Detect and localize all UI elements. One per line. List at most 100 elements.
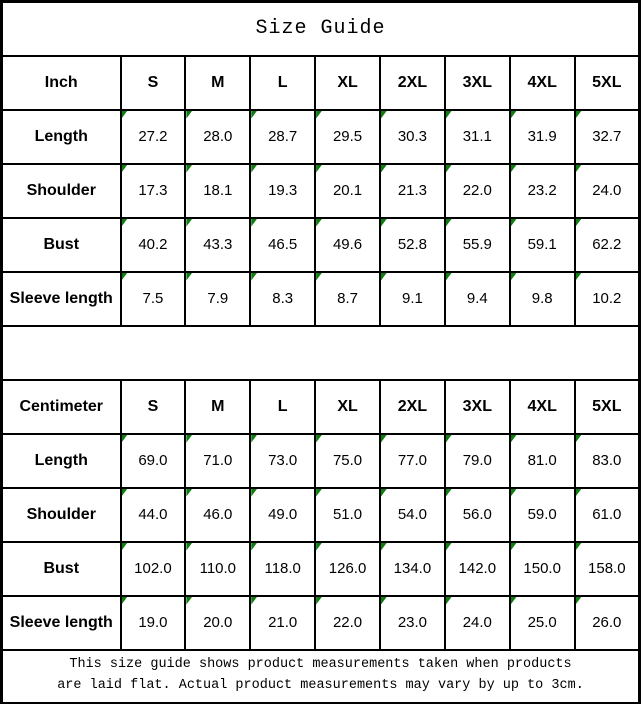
cell-value: 54.0: [397, 506, 428, 523]
green-corner-marker-icon: [122, 219, 128, 227]
green-corner-marker-icon: [187, 219, 193, 227]
green-corner-marker-icon: [317, 597, 323, 605]
unit-header-centimeter: Centimeter: [0, 378, 122, 435]
size-header-cell: 5XL: [573, 378, 641, 435]
cell-value: 31.9: [527, 128, 557, 145]
measurement-value-cell: 32.7: [573, 108, 641, 165]
row-label-sleeve-length: Sleeve length: [0, 594, 122, 651]
cell-value: 61.0: [592, 506, 622, 523]
measurement-value-cell: 27.2: [119, 108, 187, 165]
size-header-cell: 2XL: [379, 378, 446, 435]
green-corner-marker-icon: [576, 597, 582, 605]
cell-value: 7.9: [207, 290, 229, 307]
measurement-value-cell: 19.3: [249, 162, 317, 219]
green-corner-marker-icon: [511, 543, 517, 551]
measurement-value-cell: 69.0: [119, 432, 187, 489]
size-header-cell: 3XL: [443, 378, 511, 435]
inch-bust-row: Bust 40.2 43.3 46.5 49.6 52.8 55.9 59.1 62.2: [0, 216, 641, 273]
cell-value: 59.1: [527, 236, 557, 253]
row-label-shoulder: Shoulder: [0, 162, 122, 219]
cm-bust-row: Bust 102.0 110.0 118.0 126.0 134.0 142.0 150.0…: [0, 540, 641, 597]
cell-value: 29.5: [332, 128, 363, 145]
cell-value: 59.0: [527, 506, 557, 523]
row-label-bust: Bust: [0, 540, 122, 597]
cell-value: 19.0: [138, 614, 168, 631]
green-corner-marker-icon: [576, 543, 582, 551]
spacer-cell: [0, 324, 641, 381]
measurement-value-cell: 31.9: [508, 108, 576, 165]
size-header-cell: L: [249, 378, 317, 435]
measurement-value-cell: 73.0: [249, 432, 317, 489]
row-label-length: Length: [0, 432, 122, 489]
cell-value: 40.2: [138, 236, 168, 253]
cell-value: 7.5: [142, 290, 164, 307]
measurement-value-cell: 30.3: [379, 108, 446, 165]
green-corner-marker-icon: [381, 165, 387, 173]
footer-note: This size guide shows product measuremen…: [0, 648, 641, 704]
green-corner-marker-icon: [576, 489, 582, 497]
size-header-cell: XL: [314, 378, 381, 435]
cell-value: 28.7: [268, 128, 298, 145]
green-corner-marker-icon: [511, 165, 517, 173]
green-corner-marker-icon: [122, 435, 128, 443]
size-header-cell: L: [249, 54, 317, 111]
cell-value: 46.0: [203, 506, 233, 523]
size-header-cell: M: [184, 54, 252, 111]
inch-shoulder-row: Shoulder 17.3 18.1 19.3 20.1 21.3 22.0 23.2 24.…: [0, 162, 641, 219]
green-corner-marker-icon: [187, 435, 193, 443]
cell-value: 24.0: [462, 614, 492, 631]
cell-value: 31.1: [462, 128, 492, 145]
cell-value: 9.8: [531, 290, 553, 307]
cell-value: 102.0: [134, 560, 172, 577]
cell-value: 9.4: [466, 290, 488, 307]
measurement-value-cell: 9.1: [379, 270, 446, 327]
green-corner-marker-icon: [511, 219, 517, 227]
cell-value: 8.7: [337, 290, 358, 307]
cell-value: S: [147, 73, 159, 91]
measurement-value-cell: 21.0: [249, 594, 317, 651]
measurement-value-cell: 23.0: [379, 594, 446, 651]
measurement-value-cell: 28.0: [184, 108, 252, 165]
green-corner-marker-icon: [381, 219, 387, 227]
green-corner-marker-icon: [511, 489, 517, 497]
cell-value: S: [147, 397, 159, 415]
green-corner-marker-icon: [122, 273, 128, 281]
measurement-value-cell: 56.0: [443, 486, 511, 543]
measurement-value-cell: 7.9: [184, 270, 252, 327]
green-corner-marker-icon: [446, 435, 452, 443]
row-label-shoulder: Shoulder: [0, 486, 122, 543]
green-corner-marker-icon: [381, 435, 387, 443]
measurement-value-cell: 22.0: [314, 594, 381, 651]
spacer-row: [0, 324, 641, 381]
green-corner-marker-icon: [317, 435, 323, 443]
cell-value: 17.3: [138, 182, 168, 199]
green-corner-marker-icon: [252, 597, 258, 605]
measurement-value-cell: 134.0: [379, 540, 446, 597]
green-corner-marker-icon: [187, 597, 193, 605]
green-corner-marker-icon: [317, 165, 323, 173]
measurement-value-cell: 9.4: [443, 270, 511, 327]
green-corner-marker-icon: [576, 435, 582, 443]
measurement-value-cell: 20.1: [314, 162, 381, 219]
measurement-value-cell: 59.0: [508, 486, 576, 543]
measurement-value-cell: 10.2: [573, 270, 641, 327]
cell-value: 158.0: [588, 560, 626, 577]
centimeter-header-row: Centimeter S M L XL 2XL 3XL 4XL 5XL: [0, 378, 641, 435]
green-corner-marker-icon: [446, 219, 452, 227]
green-corner-marker-icon: [252, 165, 258, 173]
inch-sleeve-length-row: Sleeve length 7.5 7.9 8.3 8.7 9.1 9.4 9.8 10.2: [0, 270, 641, 327]
cell-value: 20.0: [203, 614, 233, 631]
green-corner-marker-icon: [381, 597, 387, 605]
cell-value: 5XL: [592, 73, 622, 91]
cell-value: 110.0: [199, 560, 237, 577]
green-corner-marker-icon: [317, 111, 323, 119]
green-corner-marker-icon: [511, 435, 517, 443]
cell-value: 20.1: [332, 182, 363, 199]
cell-value: 75.0: [332, 452, 363, 469]
row-label-length: Length: [0, 108, 122, 165]
green-corner-marker-icon: [317, 273, 323, 281]
green-corner-marker-icon: [511, 111, 517, 119]
cell-value: 30.3: [397, 128, 428, 145]
